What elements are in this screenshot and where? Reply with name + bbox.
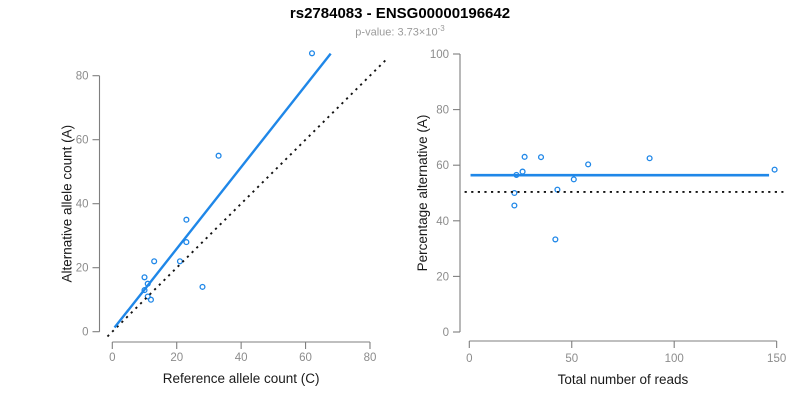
y-tick-label: 40	[436, 216, 449, 228]
pvalue-text: p-value: 3.73×10	[355, 26, 438, 39]
x-tick-label: 0	[466, 353, 472, 365]
data-point	[537, 154, 545, 161]
page-title: rs2784083 - ENSG00000196642	[289, 5, 511, 22]
data-point	[183, 216, 190, 223]
y-tick-label: 20	[76, 263, 89, 275]
x-axis-title: Reference allele count (C)	[163, 371, 320, 386]
y-tick-label: 60	[76, 135, 89, 147]
y-axis-title: Percentage alternative (A)	[415, 115, 430, 272]
data-point	[511, 202, 518, 209]
x-tick-label: 40	[235, 352, 248, 364]
data-point	[308, 50, 316, 57]
data-point	[176, 258, 183, 265]
data-point	[183, 239, 190, 246]
data-point	[144, 293, 151, 300]
data-point	[199, 283, 206, 290]
data-point	[521, 153, 528, 160]
data-point	[147, 296, 155, 303]
y-tick-label: 20	[436, 271, 449, 283]
pvalue-subtitle: p-value: 3.73×10-3	[0, 24, 800, 39]
x-axis-title: Total number of reads	[558, 372, 689, 387]
data-point	[151, 258, 158, 265]
y-tick-label: 40	[76, 199, 89, 211]
data-point	[519, 168, 526, 175]
data-point	[771, 166, 778, 173]
data-point	[141, 274, 148, 281]
y-tick-label: 0	[82, 327, 88, 339]
x-tick-label: 60	[299, 352, 312, 364]
regression-line	[113, 52, 332, 329]
data-point	[646, 155, 653, 162]
panel-percentage-vs-reads: 0 50 100 150 0 20 40 60 80 100 Total number of rea…	[415, 49, 786, 387]
y-tick-label: 80	[436, 105, 449, 117]
x-tick-label: 20	[170, 352, 183, 364]
x-tick-label: 150	[767, 353, 786, 365]
y-tick-label: 80	[76, 71, 89, 83]
y-tick-label: 60	[436, 160, 449, 172]
data-point	[511, 189, 518, 197]
panel-allele-counts: 0 20 40 60 80 0 20 40 60 80 Reference allele count…	[60, 50, 388, 386]
x-tick-label: 100	[665, 353, 684, 365]
x-tick-label: 50	[565, 353, 578, 365]
x-tick-label: 80	[364, 352, 377, 364]
data-point	[552, 236, 559, 243]
y-tick-label: 0	[443, 327, 449, 339]
y-axis-title: Alternative allele count (A)	[60, 125, 75, 283]
data-point	[215, 152, 222, 159]
data-point	[570, 176, 577, 183]
x-tick-label: 0	[109, 352, 115, 364]
y-tick-label: 100	[430, 49, 449, 61]
data-point	[585, 161, 592, 168]
pvalue-exponent: -3	[437, 24, 445, 33]
